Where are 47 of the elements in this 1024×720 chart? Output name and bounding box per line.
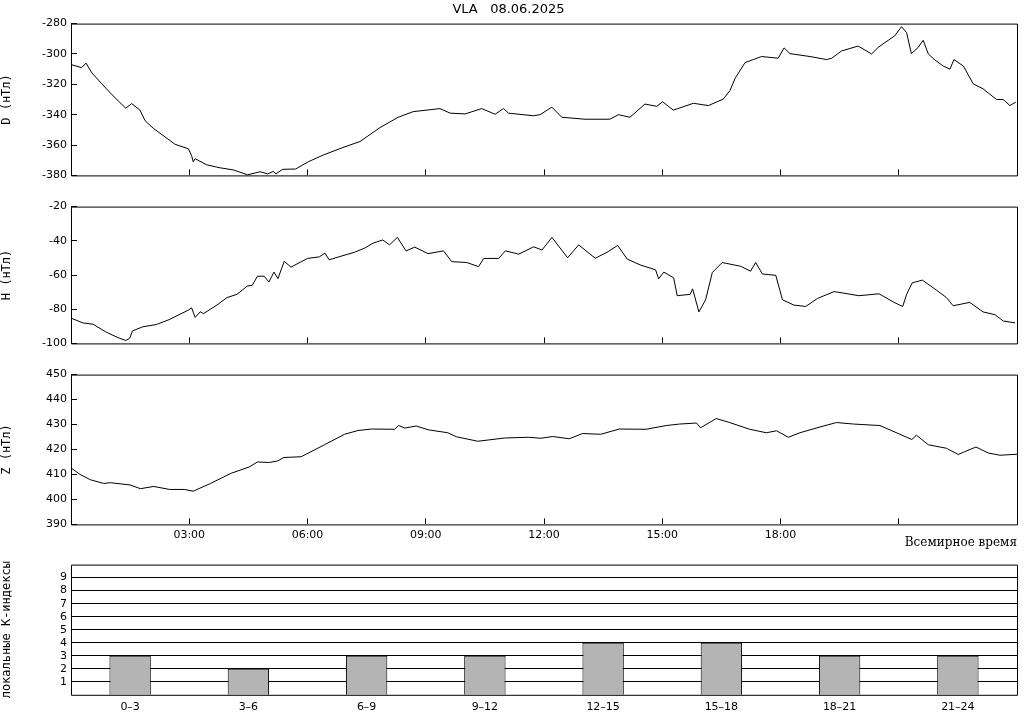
x-tick-label: 12–15 bbox=[586, 700, 620, 714]
y-tick-label: -20 bbox=[49, 199, 67, 213]
y-axis-title: локальные К-индексы bbox=[0, 561, 14, 699]
x-tick-label: 3–6 bbox=[238, 700, 259, 714]
x-tick-label: 21–24 bbox=[941, 700, 975, 714]
x-tick-label: 15:00 bbox=[646, 527, 679, 541]
y-tick-label: -80 bbox=[49, 302, 67, 316]
y-tick-label: -60 bbox=[49, 267, 67, 281]
x-tick-label: 18–21 bbox=[822, 700, 857, 714]
y-tick-label: -320 bbox=[42, 77, 67, 91]
y-tick-label: 420 bbox=[46, 442, 67, 456]
y-tick-label: -380 bbox=[42, 168, 67, 182]
y-axis-title: Z (нТл) bbox=[0, 424, 14, 475]
chart-title: VLA 08.06.2025 bbox=[452, 1, 565, 17]
y-tick-label: -280 bbox=[42, 16, 67, 30]
x-axis-title: Всемирное время bbox=[904, 534, 1017, 549]
x-tick-label: 06:00 bbox=[291, 527, 324, 541]
y-tick-label: 8 bbox=[60, 583, 67, 597]
y-tick-label: 450 bbox=[46, 367, 67, 381]
y-tick-label: 2 bbox=[60, 661, 67, 675]
y-tick-label: 1 bbox=[60, 674, 67, 688]
x-tick-label: 18:00 bbox=[764, 527, 797, 541]
y-axis-title: H (нТл) bbox=[0, 249, 14, 301]
x-tick-label: 09:00 bbox=[409, 527, 442, 541]
y-tick-label: -100 bbox=[42, 336, 67, 350]
y-tick-label: 7 bbox=[60, 596, 67, 610]
x-tick-label: 0–3 bbox=[120, 700, 140, 714]
y-tick-label: 3 bbox=[60, 648, 67, 662]
x-tick-label: 15–18 bbox=[704, 700, 739, 714]
y-tick-label: 5 bbox=[60, 622, 67, 636]
y-tick-label: 6 bbox=[60, 609, 67, 623]
y-axis-title: D (нТл) bbox=[0, 74, 14, 125]
y-tick-label: 430 bbox=[46, 417, 67, 431]
y-tick-label: -360 bbox=[42, 137, 67, 151]
y-tick-label: 400 bbox=[46, 492, 67, 506]
y-tick-label: -40 bbox=[49, 233, 67, 247]
y-tick-label: -340 bbox=[42, 107, 67, 121]
y-tick-label: 9 bbox=[60, 570, 67, 584]
x-tick-label: 9–12 bbox=[471, 700, 499, 714]
x-tick-label: 6–9 bbox=[356, 700, 377, 714]
y-tick-label: 4 bbox=[60, 635, 67, 649]
x-tick-label: 03:00 bbox=[173, 527, 206, 541]
y-tick-label: -300 bbox=[42, 46, 67, 60]
x-tick-label: 12:00 bbox=[528, 527, 560, 541]
y-tick-label: 440 bbox=[46, 392, 67, 406]
y-tick-label: 410 bbox=[46, 467, 67, 481]
y-tick-label: 390 bbox=[46, 517, 67, 531]
